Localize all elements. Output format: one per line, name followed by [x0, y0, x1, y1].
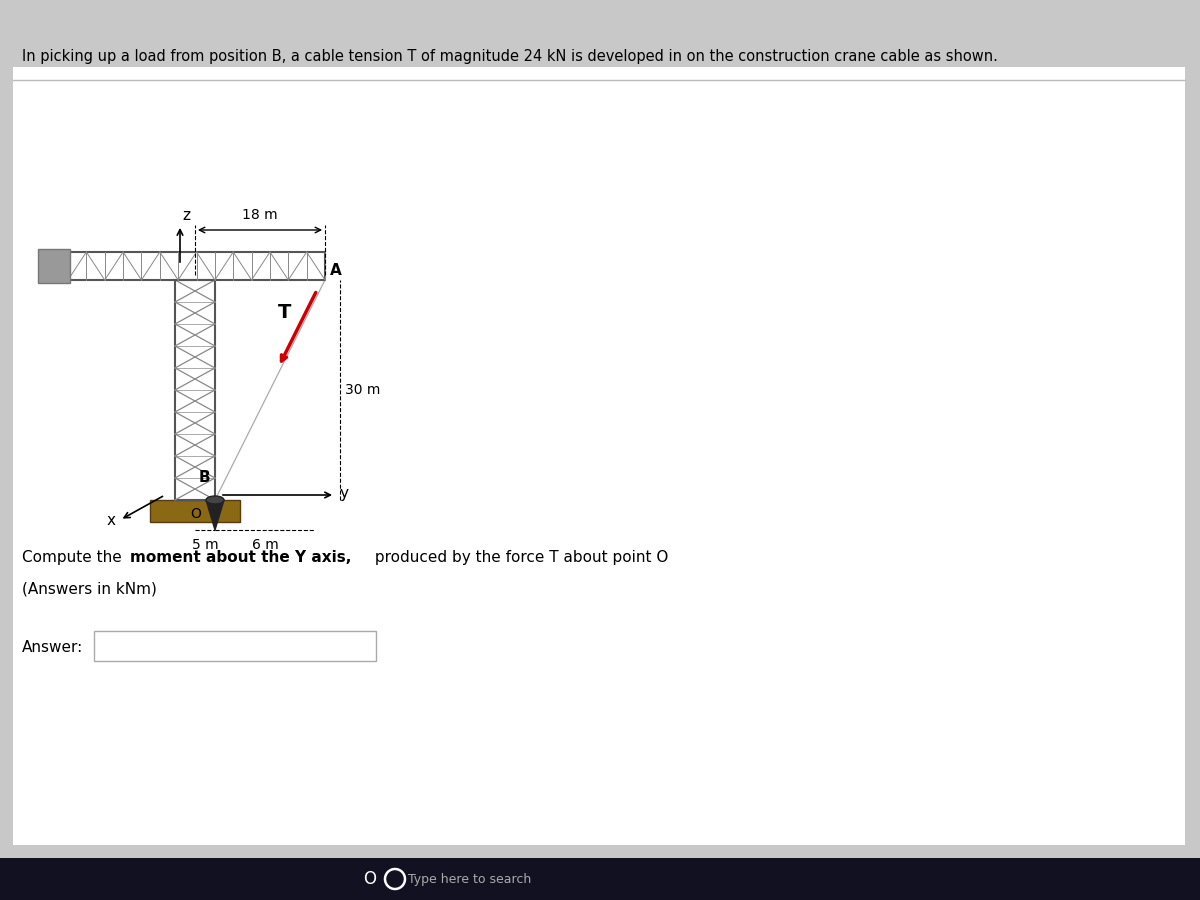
Ellipse shape — [206, 496, 224, 504]
Bar — [0, 858, 1200, 900]
Text: Type here to search: Type here to search — [408, 872, 532, 886]
Text: (Answers in kNm): (Answers in kNm) — [22, 582, 157, 597]
Bar — [38, 249, 70, 283]
Text: 30 m: 30 m — [346, 383, 380, 397]
Text: 18 m: 18 m — [242, 208, 278, 222]
Text: T: T — [277, 303, 292, 322]
Text: Answer:: Answer: — [22, 640, 83, 655]
Text: Compute the: Compute the — [22, 550, 127, 565]
Text: 5 m: 5 m — [192, 538, 218, 552]
Text: y: y — [340, 486, 349, 501]
Text: O: O — [190, 507, 200, 521]
FancyBboxPatch shape — [94, 631, 376, 661]
Bar — [175, 280, 215, 500]
Text: In picking up a load from position B, a cable tension T of magnitude 24 kN is de: In picking up a load from position B, a … — [22, 50, 998, 65]
Polygon shape — [206, 500, 224, 530]
Text: x: x — [107, 513, 116, 528]
Text: O: O — [364, 870, 377, 888]
Bar — [150, 500, 240, 522]
Text: B: B — [198, 470, 210, 485]
Text: z: z — [182, 208, 190, 223]
Text: A: A — [330, 263, 342, 278]
Text: moment about the Y axis,: moment about the Y axis, — [130, 550, 352, 565]
Text: produced by the force T about point O: produced by the force T about point O — [370, 550, 668, 565]
Text: 6 m: 6 m — [252, 538, 278, 552]
Bar — [13, 67, 1186, 845]
